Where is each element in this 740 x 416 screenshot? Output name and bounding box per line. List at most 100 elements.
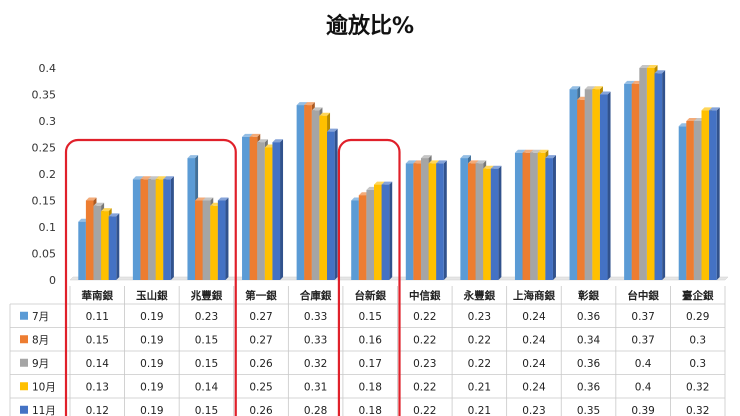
- data-label: 0.25: [249, 381, 272, 393]
- bar-top: [272, 139, 284, 143]
- data-label: 0.19: [140, 405, 163, 416]
- bar: [624, 83, 632, 281]
- data-label: 0.17: [359, 358, 382, 370]
- bar: [599, 94, 608, 280]
- data-label: 0.34: [577, 334, 601, 346]
- bar-side: [389, 181, 393, 280]
- bar: [311, 110, 320, 281]
- legend-swatch: [20, 311, 28, 320]
- bar-top: [436, 160, 447, 164]
- bar-top: [475, 160, 487, 164]
- bar-top: [420, 155, 432, 159]
- bar-top: [311, 107, 323, 111]
- data-label: 0.22: [413, 405, 436, 416]
- bar-top: [108, 213, 120, 217]
- data-label: 0.36: [577, 381, 601, 393]
- bar: [296, 105, 305, 280]
- highlight-box: [64, 138, 237, 416]
- bar: [654, 73, 663, 280]
- bar-top: [646, 65, 658, 68]
- category-label: 第一銀: [245, 289, 277, 302]
- data-label: 0.3: [689, 334, 706, 346]
- bar: [327, 131, 335, 280]
- data-label: 0.35: [577, 405, 600, 416]
- bar: [569, 89, 578, 280]
- bar: [210, 205, 218, 280]
- bar: [242, 136, 250, 280]
- bar: [701, 110, 710, 281]
- bar: [249, 136, 258, 280]
- bar: [413, 163, 421, 280]
- bar: [678, 126, 687, 280]
- bar: [646, 68, 655, 280]
- category-label: 彰銀: [578, 289, 599, 302]
- bar-top: [132, 176, 144, 180]
- data-label: 0.3: [689, 358, 706, 370]
- bar: [374, 184, 382, 280]
- legend-label: 9月: [32, 358, 49, 370]
- bar-side: [662, 70, 666, 280]
- bar: [428, 163, 437, 280]
- legend-swatch: [20, 382, 28, 391]
- bar-top: [599, 91, 611, 95]
- data-label: 0.15: [195, 358, 218, 370]
- data-label: 0.32: [686, 381, 709, 393]
- bar-side: [716, 107, 720, 281]
- data-label: 0.21: [468, 405, 491, 416]
- y-tick-label: 0.4: [39, 62, 57, 75]
- data-label: 0.37: [631, 311, 654, 323]
- bar: [78, 221, 86, 280]
- y-tick-label: 0.25: [32, 142, 57, 155]
- category-label: 永豐銀: [463, 289, 496, 302]
- bar-top: [467, 160, 479, 164]
- bar-top: [545, 155, 556, 159]
- bar: [420, 158, 429, 280]
- bar: [366, 189, 375, 280]
- bar: [686, 121, 694, 280]
- data-label: 0.24: [522, 381, 546, 393]
- bar: [709, 110, 717, 281]
- bar-top: [569, 86, 581, 90]
- legend-label: 8月: [32, 334, 49, 346]
- data-label: 0.28: [304, 405, 327, 416]
- bar-top: [163, 176, 174, 180]
- bar-top: [592, 86, 603, 90]
- bar: [101, 211, 109, 280]
- data-label: 0.22: [413, 381, 436, 393]
- bar-top: [374, 181, 385, 185]
- data-label: 0.15: [359, 311, 382, 323]
- bar-top: [584, 86, 596, 90]
- category-label: 兆豐銀: [191, 289, 223, 302]
- bar: [381, 184, 390, 280]
- data-label: 0.36: [577, 311, 601, 323]
- data-label: 0.23: [195, 311, 218, 323]
- bar-top: [195, 197, 206, 201]
- bar-top: [381, 181, 393, 185]
- bar: [108, 216, 117, 280]
- legend-label: 7月: [32, 311, 49, 323]
- bar-top: [93, 202, 105, 206]
- bar-top: [327, 128, 338, 132]
- bar-side: [334, 128, 338, 280]
- bar-side: [225, 197, 229, 280]
- bar-side: [552, 155, 556, 280]
- bar-top: [202, 197, 214, 201]
- bar: [264, 147, 273, 280]
- bar: [304, 105, 312, 280]
- category-label: 臺企銀: [682, 289, 714, 302]
- bar: [537, 152, 546, 280]
- data-label: 0.39: [631, 405, 654, 416]
- data-label: 0.19: [140, 381, 163, 393]
- data-label: 0.19: [140, 358, 163, 370]
- data-label: 0.26: [249, 405, 273, 416]
- bar: [639, 68, 647, 280]
- bar: [358, 195, 367, 280]
- bar: [584, 89, 593, 280]
- bar: [545, 158, 553, 280]
- data-label: 0.23: [468, 311, 491, 323]
- category-label: 上海商銀: [513, 289, 555, 302]
- bar: [140, 179, 149, 280]
- bar-top: [101, 208, 112, 212]
- highlight-box: [337, 138, 401, 416]
- chart-title: 逾放比%: [325, 14, 415, 39]
